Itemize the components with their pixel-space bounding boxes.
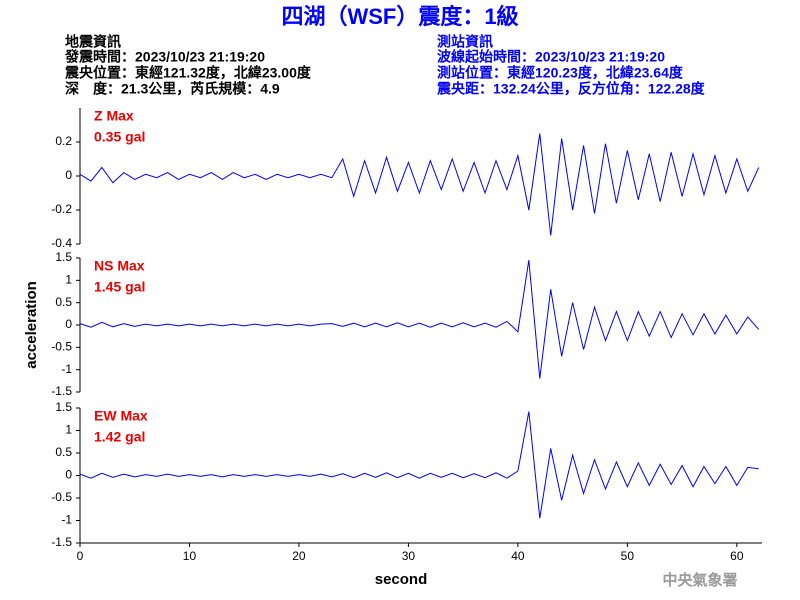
y-tick-label: -0.4 <box>51 236 72 250</box>
y-tick-label: 1 <box>65 423 72 437</box>
y-tick-label: -1 <box>61 362 72 376</box>
panel-max: 0.35 gal <box>94 129 145 145</box>
station-line: 震央距：132.24公里，反方位角：122.28度 <box>436 81 706 97</box>
x-tick-label: 30 <box>402 549 416 563</box>
y-tick-label: -0.5 <box>51 490 72 504</box>
panel-max: 1.42 gal <box>94 429 145 445</box>
panel-max: 1.45 gal <box>94 279 145 295</box>
panel-label: Z Max <box>94 108 134 124</box>
info-line: 震央位置：東經121.32度，北緯23.00度 <box>64 65 312 81</box>
y-tick-label: -1.5 <box>51 384 72 398</box>
x-tick-label: 20 <box>292 549 306 563</box>
x-tick-label: 10 <box>183 549 197 563</box>
y-tick-label: -1 <box>61 513 72 527</box>
y-tick-label: 0.5 <box>55 445 72 459</box>
panel-label: EW Max <box>94 408 148 424</box>
y-tick-label: 1.5 <box>55 250 72 264</box>
x-tick-label: 40 <box>511 549 525 563</box>
chart-title: 四湖（WSF）震度：1級 <box>281 4 518 29</box>
x-tick-label: 60 <box>730 549 744 563</box>
waveform <box>79 260 760 379</box>
y-tick-label: 0 <box>65 168 72 182</box>
y-tick-label: -0.2 <box>51 202 72 216</box>
x-tick-label: 0 <box>77 549 84 563</box>
y-tick-label: 1 <box>65 273 72 287</box>
station-line: 測站資訊 <box>437 34 493 50</box>
waveform <box>79 411 759 519</box>
y-tick-label: -1.5 <box>51 535 72 549</box>
station-line: 測站位置：東經120.23度，北緯23.64度 <box>437 65 684 81</box>
waveform <box>79 133 760 236</box>
panel-label: NS Max <box>94 258 145 274</box>
info-line: 地震資訊 <box>65 34 121 50</box>
y-axis-label: acceleration <box>23 281 40 369</box>
x-tick-label: 50 <box>621 549 635 563</box>
footer: 中央氣象署 <box>662 571 737 589</box>
y-tick-label: 0.2 <box>55 134 72 148</box>
info-line: 發震時間：2023/10/23 21:19:20 <box>64 49 265 65</box>
info-line: 深 度：21.3公里，芮氏規模：4.9 <box>65 81 280 97</box>
y-tick-label: 1.5 <box>55 400 72 414</box>
y-tick-label: 0 <box>65 317 72 331</box>
y-tick-label: -0.5 <box>51 340 72 354</box>
y-tick-label: 0 <box>65 468 72 482</box>
y-tick-label: 0.5 <box>55 295 72 309</box>
x-axis-label: second <box>375 571 428 588</box>
station-line: 波線起始時間：2023/10/23 21:19:20 <box>437 49 665 65</box>
